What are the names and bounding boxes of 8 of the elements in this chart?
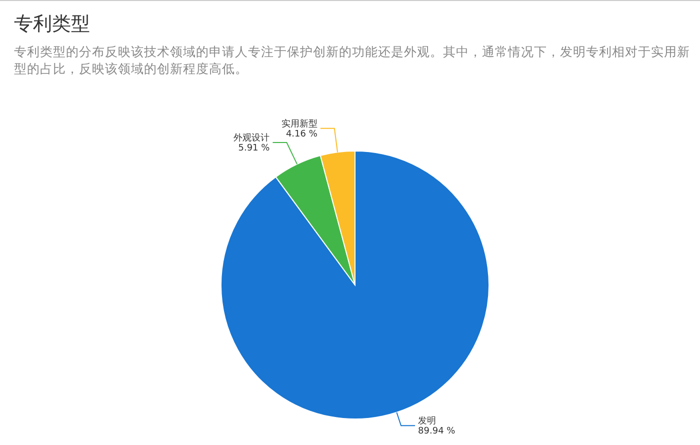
slice-label: 外观设计 xyxy=(234,132,270,144)
chart-subtitle: 专利类型的分布反映该技术领域的申请人专注于保护创新的功能还是外观。其中，通常情况下，发明专利相对于实用新型的占比，反映该领域的创新程度高低。 xyxy=(14,43,691,77)
data-label: 4.16 % xyxy=(286,129,318,140)
slice-label: 实用新型 xyxy=(281,118,318,130)
data-label: 89.94 % xyxy=(418,426,456,437)
data-label: 5.91 % xyxy=(238,144,270,154)
slice-label: 发明 xyxy=(418,416,436,427)
text: 专利类型 xyxy=(14,12,90,37)
